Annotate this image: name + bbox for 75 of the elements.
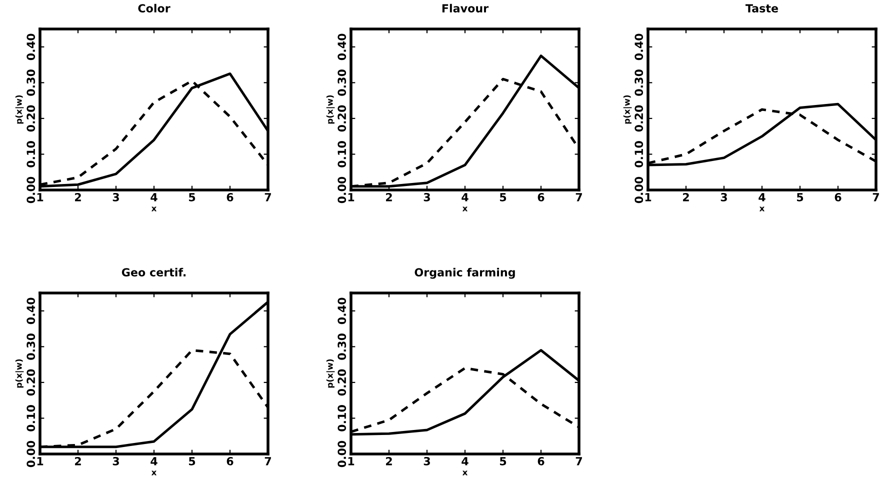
y-tick-label: 0.40: [634, 34, 644, 60]
y-tick-label: 0.20: [26, 105, 36, 132]
y-tick-label: 0.40: [26, 298, 36, 324]
x-tick-label: 7: [264, 193, 271, 202]
y-tick-label: 0.20: [338, 105, 346, 132]
x-tick-label: 4: [758, 193, 766, 202]
x-tick-label: 3: [424, 192, 430, 202]
x-tick-label: 4: [462, 193, 468, 202]
y-tick-label: 0.00: [338, 440, 346, 468]
x-tick-label: 6: [834, 192, 842, 202]
y-tick-label: 0.10: [634, 141, 644, 168]
y-tick-label: 0.30: [26, 333, 36, 360]
x-tick-label: 4: [150, 457, 158, 466]
x-axis-title: x: [462, 470, 468, 476]
y-tick-label: 0.40: [26, 34, 36, 60]
x-axis-title: x: [151, 206, 157, 212]
y-tick-label: 0.10: [338, 405, 346, 432]
x-tick-label: 5: [188, 457, 196, 466]
y-tick-label: 0.40: [338, 34, 346, 60]
y-tick-label: 0.00: [26, 176, 36, 204]
y-axis-title: p(x|w): [326, 359, 335, 388]
x-tick-label: 4: [150, 193, 158, 202]
y-tick-label: 0.20: [634, 105, 644, 132]
x-tick-label: 2: [386, 456, 392, 466]
x-axis-title: x: [759, 206, 765, 212]
x-tick-label: 2: [683, 192, 689, 202]
x-tick-label: 6: [538, 192, 544, 202]
x-tick-label: 5: [796, 193, 804, 202]
chart-title: Color: [138, 4, 170, 12]
x-tick-label: 5: [500, 193, 506, 202]
y-tick-label: 0.30: [338, 333, 346, 360]
x-tick-label: 5: [500, 457, 506, 466]
y-tick-label: 0.10: [26, 141, 36, 168]
x-tick-label: 6: [538, 456, 544, 466]
x-tick-label: 1: [37, 193, 44, 202]
y-tick-label: 0.30: [26, 69, 36, 96]
y-tick-label: 0.10: [338, 141, 346, 168]
x-tick-label: 6: [226, 456, 234, 466]
x-tick-label: 3: [720, 192, 727, 202]
x-tick-label: 6: [226, 192, 234, 202]
x-tick-label: 2: [75, 456, 81, 466]
x-tick-label: 3: [112, 192, 119, 202]
x-tick-label: 3: [112, 456, 119, 466]
x-tick-label: 1: [348, 193, 354, 202]
chart-title: Geo certif.: [122, 268, 186, 276]
y-tick-label: 0.40: [338, 298, 346, 324]
x-axis-title: x: [462, 206, 468, 212]
chart-title: Organic farming: [414, 268, 515, 279]
x-tick-label: 1: [645, 193, 652, 202]
x-tick-label: 5: [188, 193, 196, 202]
x-tick-label: 2: [386, 192, 392, 202]
y-tick-label: 0.00: [26, 440, 36, 468]
chart-title: Taste: [746, 4, 778, 12]
x-axis-title: x: [151, 470, 157, 476]
x-tick-label: 4: [462, 457, 468, 466]
x-tick-label: 7: [576, 457, 582, 466]
y-tick-label: 0.10: [26, 405, 36, 432]
chart-title: Flavour: [442, 4, 489, 12]
x-tick-label: 7: [872, 193, 879, 202]
x-tick-label: 7: [576, 193, 582, 202]
y-axis-title: p(x|w): [326, 95, 335, 124]
y-axis-title: p(x|w): [15, 95, 24, 124]
y-axis-title: p(x|w): [15, 359, 24, 388]
y-tick-label: 0.00: [634, 176, 644, 204]
x-tick-label: 3: [424, 456, 430, 466]
x-tick-label: 1: [348, 457, 354, 466]
x-tick-label: 2: [75, 192, 81, 202]
y-tick-label: 0.20: [26, 369, 36, 396]
y-tick-label: 0.20: [338, 369, 346, 396]
y-axis-title: p(x|w): [623, 95, 632, 124]
y-tick-label: 0.30: [634, 69, 644, 96]
x-tick-label: 7: [264, 457, 271, 466]
y-tick-label: 0.30: [338, 69, 346, 96]
x-tick-label: 1: [37, 457, 44, 466]
y-tick-label: 0.00: [338, 176, 346, 204]
